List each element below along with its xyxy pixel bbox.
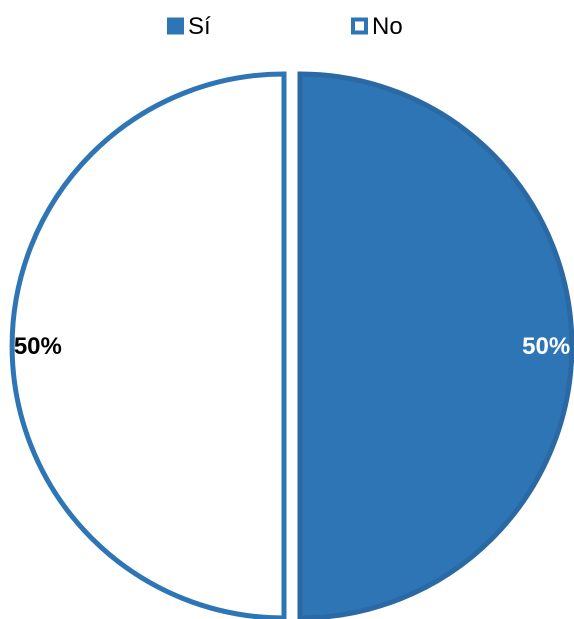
legend-swatch-no [351,17,368,35]
legend-label-no: No [372,13,403,40]
data-label-no: 50% [14,333,62,360]
pie-slice-si [297,71,574,619]
data-label-si: 50% [522,333,570,360]
legend-label-si: Sí [188,13,211,40]
legend-item-no: No [351,13,403,40]
legend-swatch-si [167,17,184,35]
legend-item-si: Sí [167,13,211,40]
pie-slices [9,71,574,619]
pie-slice-no [9,71,287,619]
legend: Sí No [167,13,403,40]
data-labels: 50% 50% [14,333,570,360]
